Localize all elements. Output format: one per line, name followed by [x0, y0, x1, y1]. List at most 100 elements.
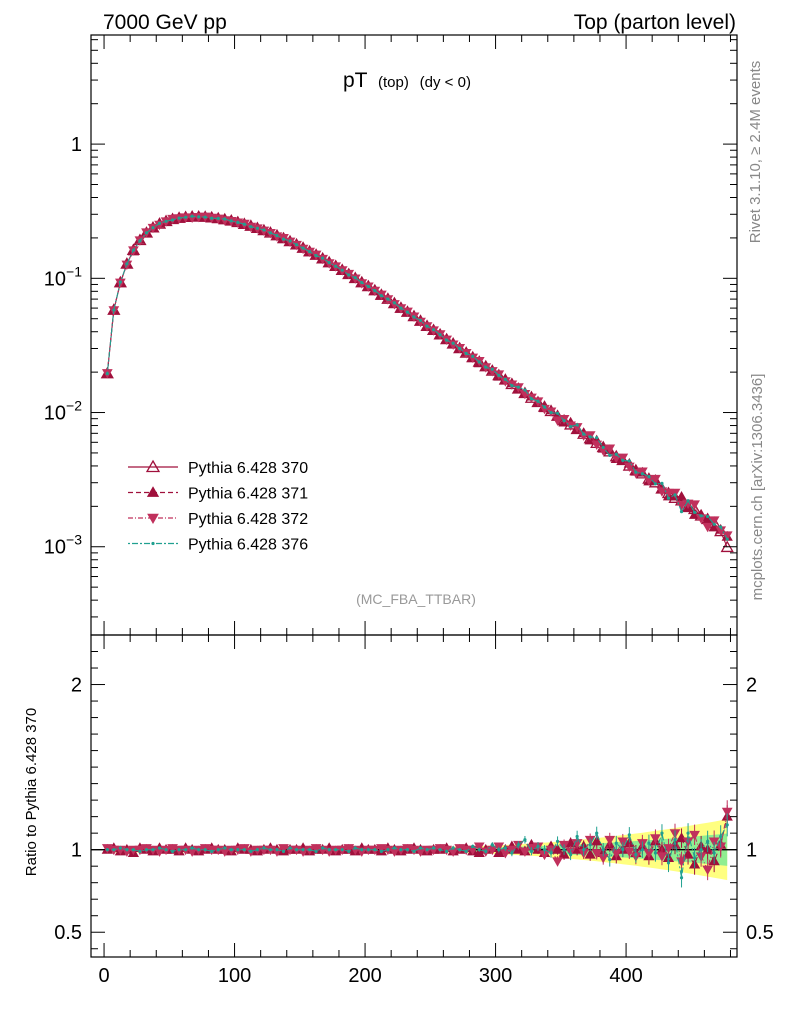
ratio-point-3	[588, 843, 592, 847]
main-point-3	[582, 432, 586, 436]
ratio-y-tick-label-left: 2	[71, 675, 82, 697]
ratio-point-3	[177, 848, 181, 852]
ratio-point-3	[288, 846, 292, 850]
ratio-point-3	[255, 848, 259, 852]
main-point-1	[688, 509, 701, 519]
ratio-point-3	[294, 848, 299, 852]
title-extra: (dy < 0)	[420, 74, 471, 91]
ratio-ticks	[91, 635, 737, 957]
ratio-panel: 2 2 1 1 0.5 0.5 0 100 200 300 400	[54, 634, 774, 987]
ratio-point-3	[627, 833, 631, 837]
ratio-point-3	[223, 846, 227, 850]
ratio-point-3	[340, 848, 344, 852]
main-point-3	[640, 472, 644, 476]
ratio-point-3	[536, 844, 540, 848]
ratio-point-2	[663, 844, 674, 854]
ratio-x-tick-label: 100	[218, 965, 251, 987]
ratio-point-3	[660, 831, 664, 835]
ratio-point-3	[549, 851, 553, 855]
ratio-point-3	[249, 849, 253, 853]
ratio-point-2	[591, 849, 603, 859]
legend-label-1: Pythia 6.428 371	[188, 486, 308, 503]
legend-marker-3	[151, 541, 155, 546]
ratio-point-3	[490, 843, 494, 847]
ratio-x-tick-label: 300	[479, 965, 512, 987]
ratio-point-3	[445, 849, 449, 853]
ratio-point-3	[725, 823, 729, 827]
main-point-3	[490, 367, 494, 371]
ratio-point-3	[477, 848, 481, 852]
header-left: 7000 GeV pp	[103, 11, 227, 34]
main-y-tick-label: 1	[71, 134, 82, 156]
main-point-3	[203, 215, 207, 219]
main-point-2	[689, 500, 700, 510]
main-point-3	[679, 510, 684, 514]
main-point-3	[255, 226, 259, 230]
ratio-frame	[90, 634, 738, 958]
analysis-watermark: (MC_FBA_TTBAR)	[356, 591, 476, 607]
main-point-3	[229, 219, 233, 223]
ratio-x-tick-label: 200	[348, 965, 381, 987]
main-point-3	[242, 222, 246, 226]
main-point-3	[692, 510, 697, 514]
main-point-3	[699, 514, 703, 518]
main-point-3	[190, 214, 194, 218]
main-y-tick-exponent: −2	[66, 398, 82, 414]
main-point-3	[151, 226, 155, 230]
ratio-point-3	[118, 846, 122, 850]
ratio-point-3	[529, 849, 534, 853]
ratio-point-3	[399, 848, 403, 852]
ratio-y-tick-label-right: 1	[746, 840, 757, 862]
main-point-3	[614, 452, 618, 456]
main-point-3	[405, 310, 410, 314]
ratio-point-3	[464, 849, 468, 853]
main-point-3	[223, 217, 227, 221]
ratio-y-tick-label-right: 0.5	[746, 922, 774, 944]
ratio-point-3	[170, 849, 175, 853]
ratio-y-tick-label-right: 2	[746, 675, 757, 697]
ratio-y-tick-labels: 2 2 1 1 0.5 0.5	[54, 675, 774, 945]
ratio-point-3	[542, 848, 547, 852]
main-point-3	[510, 383, 514, 388]
ratio-point-1	[591, 835, 603, 846]
ratio-point-3	[640, 848, 644, 852]
ratio-point-3	[595, 831, 599, 835]
main-point-3	[686, 499, 690, 503]
ratio-y-tick-label-left: 0.5	[54, 922, 82, 944]
main-point-2	[676, 501, 687, 511]
main-point-3	[719, 525, 723, 529]
ratio-point-3	[647, 841, 651, 845]
main-point-2	[637, 467, 648, 477]
main-ticks	[91, 35, 737, 635]
ratio-point-3	[412, 849, 416, 853]
main-point-3	[262, 228, 266, 232]
main-point-3	[471, 354, 475, 358]
legend-label-0: Pythia 6.428 370	[188, 460, 308, 477]
main-point-3	[477, 360, 481, 364]
main-y-tick-label: 10−1	[44, 263, 82, 290]
ratio-point-2	[656, 852, 668, 862]
main-panel: 1 10−1 10−2 10−3	[44, 34, 738, 636]
main-point-2	[663, 488, 674, 499]
ratio-x-tick-label: 0	[98, 965, 109, 987]
rivet-label: Rivet 3.1.10, ≥ 2.4M events	[747, 61, 764, 244]
ratio-point-3	[706, 839, 710, 844]
ratio-point-2	[702, 865, 713, 875]
ratio-point-3	[425, 848, 429, 852]
ratio-point-2	[689, 830, 700, 841]
main-point-3	[360, 280, 364, 285]
ratio-point-3	[366, 848, 370, 852]
ratio-point-3	[673, 838, 677, 842]
ratio-point-3	[405, 848, 410, 852]
main-point-3	[562, 419, 566, 423]
main-point-3	[438, 333, 442, 337]
ratio-point-3	[510, 851, 514, 855]
main-point-3	[236, 220, 240, 224]
main-point-3	[712, 522, 716, 526]
main-y-tick-label: 10−3	[44, 532, 82, 559]
ratio-point-3	[307, 848, 312, 852]
main-point-3	[125, 262, 129, 266]
main-point-3	[379, 294, 383, 298]
main-point-3	[157, 221, 162, 226]
